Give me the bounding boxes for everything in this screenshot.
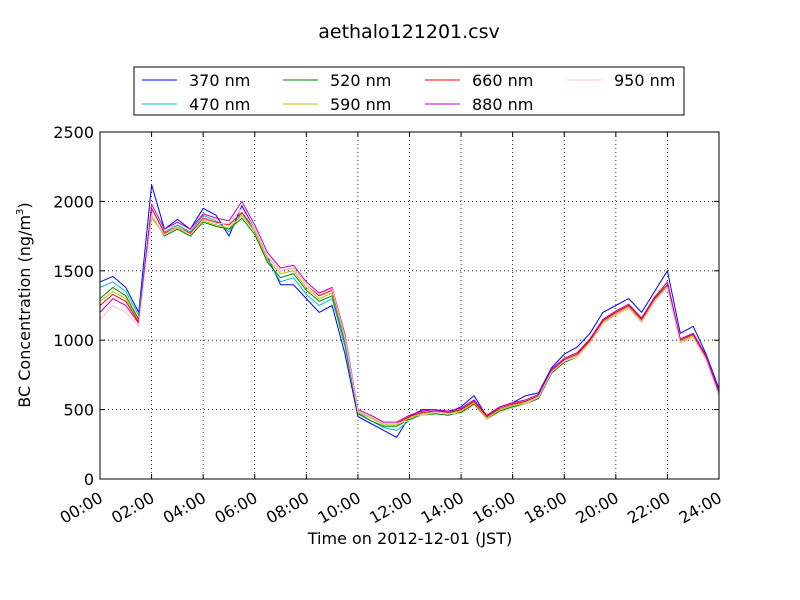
series-line-950-nm [99, 207, 720, 424]
legend-label: 950 nm [614, 71, 675, 90]
legend-label: 660 nm [472, 71, 533, 90]
y-axis-label-sup: 3 [15, 209, 26, 215]
x-axis-label: Time on 2012-12-01 (JST) [307, 529, 512, 548]
legend-label: 590 nm [330, 95, 391, 114]
y-axis: 0 500 1000 1500 2000 2500 [53, 123, 719, 489]
chart-title: aethalo121201.csv [318, 21, 500, 43]
series-line-590-nm [99, 214, 720, 426]
legend-label: 520 nm [330, 71, 391, 90]
y-tick-label: 2500 [53, 123, 94, 142]
y-tick-label: 1500 [53, 262, 94, 281]
y-tick-label: 2000 [53, 192, 94, 211]
y-tick-label: 0 [84, 470, 94, 489]
legend-frame [133, 66, 685, 116]
y-tick-label: 500 [63, 401, 94, 420]
series-lines [99, 184, 720, 438]
series-line-880-nm [99, 200, 720, 423]
y-axis-label-main: BC Concentration (ng/m [15, 215, 34, 408]
legend-label: 470 nm [189, 95, 250, 114]
legend-label: 880 nm [472, 95, 533, 114]
legend-label: 370 nm [189, 71, 250, 90]
legend: 370 nm 470 nm 520 nm 590 nm 660 nm 880 nm 950 … [133, 66, 685, 116]
y-axis-label: BC Concentration (ng/m3) [15, 202, 34, 407]
series-line-660-nm [99, 207, 720, 424]
y-tick-label: 1000 [53, 331, 94, 350]
y-axis-label-end: ) [15, 202, 34, 208]
